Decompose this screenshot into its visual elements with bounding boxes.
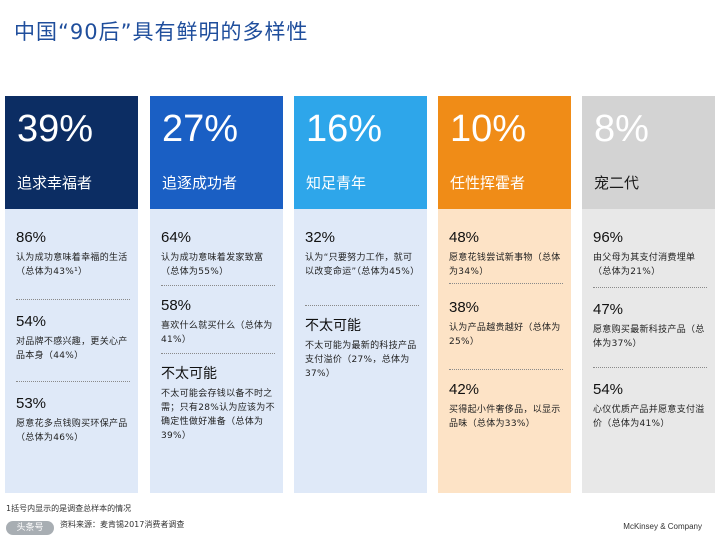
divider xyxy=(16,299,130,300)
segment-body: 86% 认为成功意味着幸福的生活（总体为43%¹） 54% 对品牌不感兴趣，更关… xyxy=(5,209,138,493)
segment-header: 27% 追逐成功者 xyxy=(150,96,283,209)
stat-item: 54% 心仪优质产品并愿意支付溢价（总体为41%） xyxy=(593,381,707,431)
segment-share: 8% xyxy=(594,108,649,150)
stat-item: 32% 认为“只要努力工作，就可以改变命运”（总体为45%） xyxy=(305,229,419,279)
watermark-logo: 头条号 xyxy=(6,521,54,535)
stat-value: 38% xyxy=(449,299,480,316)
segment-name: 知足青年 xyxy=(306,174,367,192)
footnote: 1括号内显示的是调查总样本的情况 xyxy=(6,504,132,513)
segment-share: 39% xyxy=(17,108,94,150)
stat-item: 86% 认为成功意味着幸福的生活（总体为43%¹） xyxy=(16,229,130,279)
stat-item: 48% 愿意花钱尝试新事物（总体为34%） xyxy=(449,229,563,279)
stat-description: 认为“只要努力工作，就可以改变命运”（总体为45%） xyxy=(305,253,420,277)
page-title: 中国“90后”具有鲜明的多样性 xyxy=(14,20,309,44)
segment-happiness-seekers: 39% 追求幸福者 86% 认为成功意味着幸福的生活（总体为43%¹） 54% … xyxy=(5,96,138,493)
stat-value: 58% xyxy=(161,297,192,314)
divider xyxy=(449,283,563,284)
segment-header: 39% 追求幸福者 xyxy=(5,96,138,209)
stat-item: 47% 愿意购买最新科技产品（总体为37%） xyxy=(593,301,707,351)
segment-second-gen-pampered: 8% 宠二代 96% 由父母为其支付消费埋单（总体为21%） 47% 愿意购买最… xyxy=(582,96,715,493)
stat-value: 48% xyxy=(449,229,480,246)
segment-content-youth: 16% 知足青年 32% 认为“只要努力工作，就可以改变命运”（总体为45%） … xyxy=(294,96,427,493)
stat-description: 愿意花多点钱购买环保产品（总体为46%） xyxy=(16,419,128,443)
segment-header: 8% 宠二代 xyxy=(582,96,715,209)
brand-name: McKinsey & Company xyxy=(623,522,702,531)
stat-value: 47% xyxy=(593,301,624,318)
stat-description: 买得起小件奢侈品，以显示品味（总体为33%） xyxy=(449,405,561,429)
divider xyxy=(449,369,563,370)
stat-value: 53% xyxy=(16,395,47,412)
stat-description: 认为成功意味着发家致富（总体为55%） xyxy=(161,253,264,277)
segment-name: 任性挥霍者 xyxy=(450,174,526,192)
stat-item: 不太可能 不太可能会存钱以备不时之需；只有28%认为应该为不确定性做好准备（总体… xyxy=(161,365,275,443)
source-note: 资料来源：麦肯锡2017消费者调查 xyxy=(60,520,185,529)
stat-item: 96% 由父母为其支付消费埋单（总体为21%） xyxy=(593,229,707,279)
stat-description: 对品牌不感兴趣，更关心产品本身（44%） xyxy=(16,337,128,361)
stat-description: 心仪优质产品并愿意支付溢价（总体为41%） xyxy=(593,405,705,429)
stat-value: 64% xyxy=(161,229,192,246)
divider xyxy=(305,305,419,306)
segment-share: 27% xyxy=(162,108,239,150)
divider xyxy=(161,353,275,354)
segment-body: 32% 认为“只要努力工作，就可以改变命运”（总体为45%） 不太可能 不太可能… xyxy=(294,209,427,493)
divider xyxy=(16,381,130,382)
stat-item: 53% 愿意花多点钱购买环保产品（总体为46%） xyxy=(16,395,130,445)
stat-value: 不太可能 xyxy=(305,318,361,334)
divider xyxy=(161,285,275,286)
stat-value: 86% xyxy=(16,229,47,246)
segment-body: 48% 愿意花钱尝试新事物（总体为34%） 38% 认为产品越贵越好（总体为25… xyxy=(438,209,571,493)
segment-header: 16% 知足青年 xyxy=(294,96,427,209)
segment-wilful-spenders: 10% 任性挥霍者 48% 愿意花钱尝试新事物（总体为34%） 38% 认为产品… xyxy=(438,96,571,493)
segment-success-chasers: 27% 追逐成功者 64% 认为成功意味着发家致富（总体为55%） 58% 喜欢… xyxy=(150,96,283,493)
stat-description: 喜欢什么就买什么（总体为41%） xyxy=(161,321,273,345)
stat-item: 不太可能 不太可能为最新的科技产品支付溢价（27%，总体为37%） xyxy=(305,317,419,381)
segment-name: 追求幸福者 xyxy=(17,174,93,192)
divider xyxy=(593,367,707,368)
stat-value: 54% xyxy=(16,313,47,330)
stat-item: 42% 买得起小件奢侈品，以显示品味（总体为33%） xyxy=(449,381,563,431)
segment-body: 96% 由父母为其支付消费埋单（总体为21%） 47% 愿意购买最新科技产品（总… xyxy=(582,209,715,493)
stat-description: 认为产品越贵越好（总体为25%） xyxy=(449,323,561,347)
segment-share: 10% xyxy=(450,108,527,150)
stat-description: 不太可能会存钱以备不时之需；只有28%认为应该为不确定性做好准备（总体为39%） xyxy=(161,389,275,441)
segment-body: 64% 认为成功意味着发家致富（总体为55%） 58% 喜欢什么就买什么（总体为… xyxy=(150,209,283,493)
segment-header: 10% 任性挥霍者 xyxy=(438,96,571,209)
divider xyxy=(593,287,707,288)
stat-description: 愿意购买最新科技产品（总体为37%） xyxy=(593,325,705,349)
stat-item: 54% 对品牌不感兴趣，更关心产品本身（44%） xyxy=(16,313,130,363)
stat-value: 42% xyxy=(449,381,480,398)
stat-item: 58% 喜欢什么就买什么（总体为41%） xyxy=(161,297,275,347)
stat-value: 96% xyxy=(593,229,624,246)
segment-name: 宠二代 xyxy=(594,174,640,192)
stat-item: 38% 认为产品越贵越好（总体为25%） xyxy=(449,299,563,349)
stat-description: 不太可能为最新的科技产品支付溢价（27%，总体为37%） xyxy=(305,341,417,379)
stat-item: 64% 认为成功意味着发家致富（总体为55%） xyxy=(161,229,275,279)
stat-value: 不太可能 xyxy=(161,366,217,382)
stat-description: 愿意花钱尝试新事物（总体为34%） xyxy=(449,253,561,277)
segment-name: 追逐成功者 xyxy=(162,174,238,192)
stat-description: 由父母为其支付消费埋单（总体为21%） xyxy=(593,253,696,277)
stat-value: 54% xyxy=(593,381,624,398)
segment-share: 16% xyxy=(306,108,383,150)
stat-description: 认为成功意味着幸福的生活（总体为43%¹） xyxy=(16,253,128,277)
stat-value: 32% xyxy=(305,229,336,246)
